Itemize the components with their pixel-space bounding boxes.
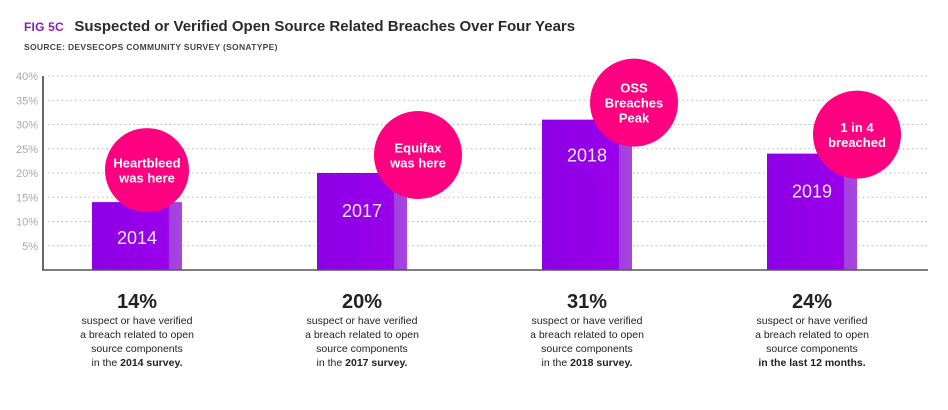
y-tick-label: 40% bbox=[16, 71, 38, 83]
stat-survey-emphasis: 2018 survey. bbox=[570, 357, 633, 369]
stat-block: 20% suspect or have verified a breach rela… bbox=[262, 290, 462, 370]
stat-survey-line: in the 2014 survey. bbox=[37, 356, 237, 370]
stat-percentage: 14% bbox=[116, 291, 158, 313]
annotation-bubble bbox=[374, 111, 462, 199]
stat-prefix: in the bbox=[91, 357, 121, 369]
stat-prefix: in the bbox=[316, 357, 346, 369]
stat-description: suspect or have verified bbox=[756, 315, 868, 327]
stat-description: a breach related to open bbox=[755, 329, 869, 341]
stat-survey-emphasis: 2017 survey. bbox=[345, 357, 408, 369]
y-tick-label: 5% bbox=[22, 241, 38, 253]
annotation-text: 1 in 4 bbox=[840, 120, 874, 135]
stat-description: a breach related to open bbox=[305, 329, 419, 341]
stat-block: 14% suspect or have verified a breach rela… bbox=[37, 290, 237, 370]
stat-survey-line: in the last 12 months. bbox=[712, 356, 912, 370]
stat-description: a breach related to open bbox=[530, 329, 644, 341]
stat-description: source components bbox=[316, 343, 408, 355]
y-tick-label: 35% bbox=[16, 95, 38, 107]
y-tick-label: 15% bbox=[16, 192, 38, 204]
annotation-text: Heartbleed bbox=[113, 156, 180, 171]
annotation-bubble bbox=[590, 58, 678, 147]
stat-description: suspect or have verified bbox=[306, 315, 418, 327]
stat-prefix: in the bbox=[541, 357, 571, 369]
stat-percentage: 31% bbox=[566, 291, 608, 313]
bar-category-label: 2019 bbox=[792, 182, 832, 202]
annotation-bubble bbox=[105, 128, 189, 213]
bar-2014 bbox=[92, 202, 182, 270]
bar-category-label: 2014 bbox=[117, 228, 157, 248]
y-axis-ticks: 5% 10% 15% 20% 25% 30% 35% 40% bbox=[16, 71, 38, 253]
y-tick-label: 10% bbox=[16, 217, 38, 229]
stat-block: 24% suspect or have verified a breach rela… bbox=[712, 290, 912, 370]
annotation-text: Equifax bbox=[395, 141, 443, 156]
annotation-text: breached bbox=[828, 135, 886, 150]
stat-block: 31% suspect or have verified a breach rela… bbox=[487, 290, 687, 370]
stat-description: source components bbox=[91, 343, 183, 355]
stat-survey-line: in the 2018 survey. bbox=[487, 356, 687, 370]
bars: 2014 2017 2018 2019 bbox=[92, 119, 857, 271]
annotation-text: was here bbox=[389, 156, 446, 171]
stat-percentage: 20% bbox=[341, 291, 383, 313]
stat-survey-emphasis: 2014 survey. bbox=[120, 357, 183, 369]
chart-title: Suspected or Verified Open Source Relate… bbox=[74, 18, 576, 35]
y-tick-label: 25% bbox=[16, 144, 38, 156]
stat-survey-emphasis: in the last 12 months. bbox=[758, 357, 866, 369]
y-tick-label: 20% bbox=[16, 168, 38, 180]
annotation-text: Peak bbox=[619, 111, 650, 126]
stat-percentage: 24% bbox=[791, 291, 833, 313]
annotation-text: Breaches bbox=[605, 96, 664, 111]
stat-description: suspect or have verified bbox=[81, 315, 193, 327]
annotation-text: was here bbox=[118, 171, 175, 186]
annotation-bubble bbox=[813, 90, 901, 179]
chart-source: SOURCE: DEVSECOPS COMMUNITY SURVEY (SONA… bbox=[24, 42, 278, 52]
stat-description: source components bbox=[541, 343, 633, 355]
stat-description: suspect or have verified bbox=[531, 315, 643, 327]
stat-description: a breach related to open bbox=[80, 329, 194, 341]
y-tick-label: 30% bbox=[16, 120, 38, 132]
bar-category-label: 2017 bbox=[342, 201, 382, 221]
stat-description: source components bbox=[766, 343, 858, 355]
annotation-text: OSS bbox=[620, 81, 648, 96]
figure-header: FIG 5C Suspected or Verified Open Source… bbox=[24, 18, 575, 36]
bar-category-label: 2018 bbox=[567, 146, 607, 166]
bar-chart: 5% 10% 15% 20% 25% 30% 35% 40% 2014 2017 2018 2019… bbox=[16, 58, 928, 271]
figure-label: FIG 5C bbox=[24, 20, 64, 34]
stat-survey-line: in the 2017 survey. bbox=[262, 356, 462, 370]
bar-2018 bbox=[542, 119, 632, 271]
